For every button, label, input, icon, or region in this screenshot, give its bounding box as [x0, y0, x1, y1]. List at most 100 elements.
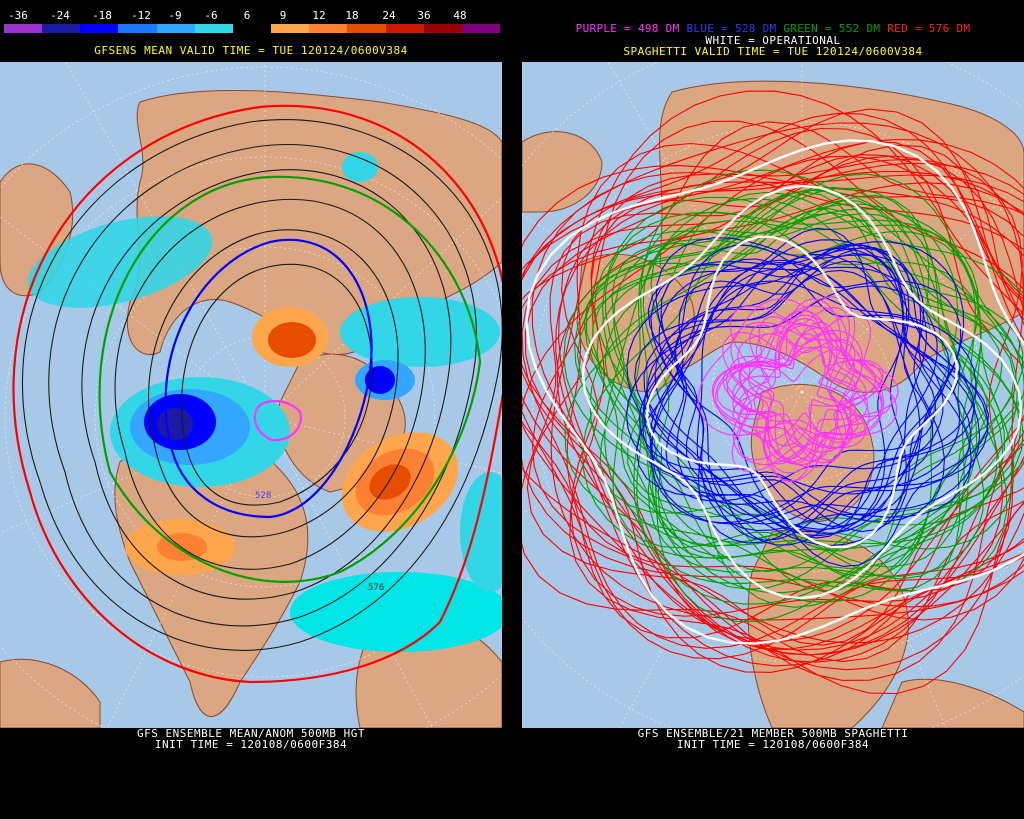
ensemble-mean-panel: -36 -24 -18 -12 -9 -6 6 9 12 18 24 36 48… — [0, 0, 502, 819]
legend-white: WHITE = OPERATIONAL — [705, 34, 841, 47]
negative-anomaly-area — [460, 472, 502, 592]
red-member-line — [522, 122, 1024, 671]
scale-swatch — [42, 24, 81, 33]
anomaly-scale-labels: -36 -24 -18 -12 -9 -6 6 9 12 18 24 36 48 — [0, 9, 502, 23]
blue-member-line — [655, 237, 945, 523]
red-member-line — [522, 141, 1024, 663]
red-member-line — [550, 90, 1024, 621]
scale-swatch — [118, 24, 157, 33]
blue-member-line — [626, 254, 921, 495]
green-member-line — [564, 191, 1024, 588]
negative-anomaly-area — [342, 152, 378, 182]
blue-member-line — [649, 259, 944, 502]
scale-swatch — [156, 24, 195, 33]
scale-label: 6 — [243, 9, 251, 22]
isoline-552 — [98, 175, 482, 583]
anomaly-color-scale — [4, 24, 501, 33]
left-footer-init-time: INIT TIME = 120108/0600F384 — [154, 738, 348, 751]
legend-blue: BLUE = 528 DM — [686, 22, 777, 35]
operational-line — [525, 139, 1024, 645]
purple-member-line — [722, 346, 866, 465]
blue-member-line — [650, 268, 961, 524]
blue-member-line — [634, 269, 972, 541]
isoline-576 — [12, 104, 502, 684]
green-member-line — [574, 173, 1024, 590]
legend-purple: PURPLE = 498 DM — [575, 22, 680, 35]
right-valid-time: SPAGHETTI VALID TIME = TUE 120124/0600V3… — [623, 45, 923, 58]
scale-swatch — [194, 24, 233, 33]
left-footer-title: GFS ENSEMBLE MEAN/ANOM 500MB HGT — [137, 727, 365, 740]
south-america-land — [881, 678, 1024, 728]
positive-anomaly-core — [369, 464, 411, 500]
scale-swatch — [461, 24, 501, 33]
legend-red: RED = 576 DM — [887, 22, 971, 35]
purple-member-line — [716, 313, 893, 447]
scale-label: 24 — [382, 9, 396, 22]
isoline-528 — [164, 238, 373, 519]
scale-swatch — [271, 24, 310, 33]
blue-member-line — [626, 241, 965, 530]
scale-label: -36 — [8, 9, 28, 22]
operational-line — [645, 235, 959, 549]
negative-anomaly-area — [340, 297, 500, 367]
height-contours — [21, 119, 502, 651]
purple-member-line — [732, 322, 857, 460]
scale-label: -6 — [204, 9, 218, 22]
negative-anomaly-area — [290, 572, 502, 652]
right-footer-init-time: INIT TIME = 120108/0600F384 — [676, 738, 870, 751]
colored-isolines — [12, 104, 502, 684]
red-member-line — [522, 165, 1024, 656]
scale-label: 48 — [453, 9, 467, 22]
contour-label-528: 528 — [255, 491, 271, 501]
positive-anomaly-core — [268, 322, 316, 358]
spaghetti-map — [522, 62, 1024, 728]
scale-label: 18 — [345, 9, 359, 22]
scale-swatch — [232, 24, 272, 33]
scale-label: 36 — [417, 9, 431, 22]
blue-member-line — [660, 252, 989, 567]
green-member-line — [627, 194, 988, 592]
scale-label: -9 — [168, 9, 182, 22]
negative-anomaly-core — [157, 408, 193, 440]
contour-label-576: 576 — [368, 583, 384, 593]
panel-divider — [502, 0, 522, 819]
isoline-498 — [253, 399, 303, 442]
operational-line — [581, 184, 1023, 600]
scale-label: 9 — [279, 9, 287, 22]
scale-swatch — [385, 24, 424, 33]
pacific-island-land — [522, 131, 603, 213]
scale-label: -24 — [50, 9, 70, 22]
green-member-line — [583, 207, 1024, 578]
red-member-line — [522, 162, 1024, 651]
scale-label: 12 — [312, 9, 326, 22]
purple-member-line — [714, 305, 848, 468]
purple-member-line — [753, 314, 870, 440]
legend-green: GREEN = 552 DM — [783, 22, 881, 35]
spaghetti-legend: PURPLE = 498 DM BLUE = 528 DM GREEN = 55… — [522, 22, 1024, 35]
red-member-line — [566, 142, 1024, 621]
right-footer-title: GFS ENSEMBLE/21 MEMBER 500MB SPAGHETTI — [637, 727, 909, 740]
ensemble-mean-map: 528 576 — [0, 62, 502, 728]
red-member-line — [531, 171, 1024, 656]
negative-anomaly-core — [365, 366, 395, 394]
scale-label: -12 — [131, 9, 151, 22]
purple-member-line — [737, 348, 855, 461]
blue-member-line — [642, 244, 962, 515]
green-member-line — [577, 212, 1022, 573]
left-valid-time: GFSENS MEAN VALID TIME = TUE 120124/0600… — [94, 44, 408, 57]
scale-swatch — [423, 24, 462, 33]
blue-member-line — [675, 243, 937, 517]
scale-label: -18 — [92, 9, 112, 22]
green-member-line — [582, 189, 978, 559]
blue-member-line — [674, 244, 934, 544]
green-member-line — [563, 208, 982, 570]
green-member-line — [602, 196, 1024, 594]
spaghetti-member-lines — [522, 90, 1024, 695]
green-member-line — [642, 220, 985, 577]
spaghetti-panel: PURPLE = 498 DM BLUE = 528 DM GREEN = 55… — [522, 0, 1024, 819]
purple-member-line — [712, 329, 863, 453]
scale-swatch — [309, 24, 348, 33]
scale-swatch — [4, 24, 43, 33]
purple-member-line — [729, 305, 899, 464]
scale-swatch — [347, 24, 386, 33]
